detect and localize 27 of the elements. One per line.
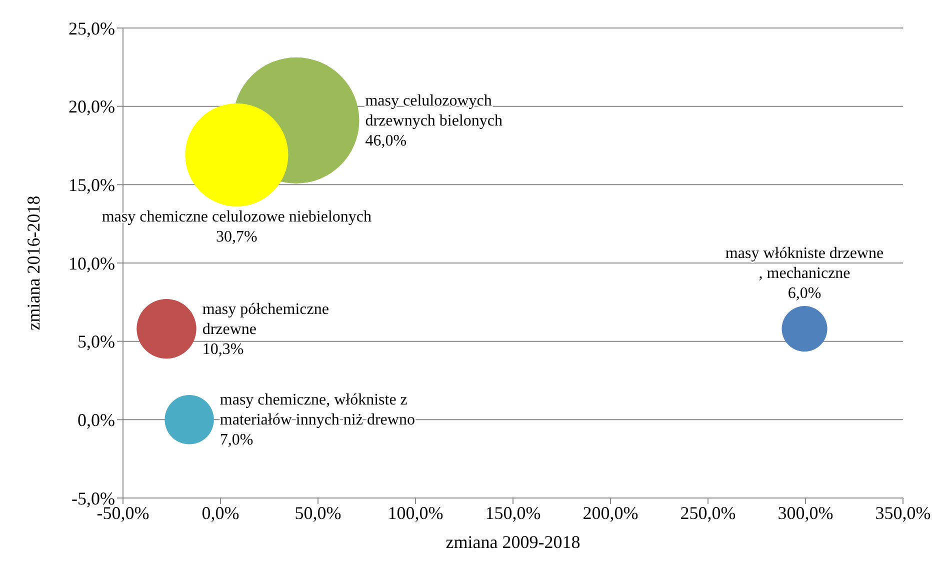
series-label: masy chemiczne celulozowe niebielonych xyxy=(102,208,372,226)
y-tick-label: 20,0% xyxy=(68,96,115,117)
y-axis-title: zmiana 2016-2018 xyxy=(23,196,44,330)
y-tick-label: -5,0% xyxy=(72,488,115,508)
series-label: masy celulozowych drzewnych bielonych xyxy=(365,92,503,130)
x-tick-label: 300,0% xyxy=(778,502,834,523)
y-tick-label: 0,0% xyxy=(78,410,115,430)
x-tick-label: 350,0% xyxy=(875,502,931,523)
series-label: masy półchemiczne drzewne xyxy=(202,300,329,338)
x-tick-label: 250,0% xyxy=(680,502,736,523)
data-label: 7,0% xyxy=(220,432,254,449)
y-tick-label: 10,0% xyxy=(68,253,115,274)
data-label: 6,0% xyxy=(788,285,822,302)
data-label: 30,7% xyxy=(216,228,258,246)
x-tick-label: 50,0% xyxy=(294,502,342,523)
y-tick-label: 5,0% xyxy=(78,332,115,352)
x-tick-label: 0,0% xyxy=(202,502,240,523)
x-tick-label: 100,0% xyxy=(388,502,444,523)
y-tick-label: 25,0% xyxy=(68,18,115,38)
x-axis-title: zmiana 2009-2018 xyxy=(446,532,580,552)
text: masy włókniste drzewne , mechaniczne xyxy=(725,245,884,282)
data-label: 10,3% xyxy=(202,340,244,358)
x-tick-label: 150,0% xyxy=(485,502,541,523)
y-tick-label: 15,0% xyxy=(68,175,115,196)
data-label: 46,0% xyxy=(365,132,407,150)
series-label: masy chemiczne, włókniste z materiałów innych niż drewno xyxy=(220,392,415,429)
x-tick-label: 200,0% xyxy=(582,502,638,523)
